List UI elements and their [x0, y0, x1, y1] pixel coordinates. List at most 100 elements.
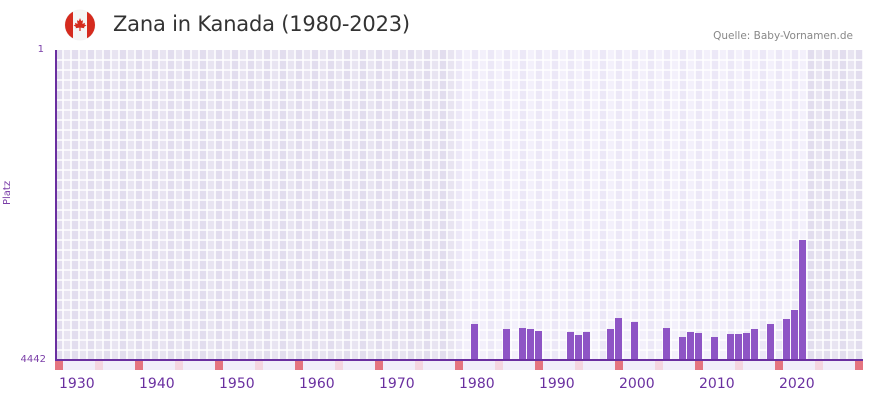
rank-bar[interactable] — [711, 337, 718, 360]
rank-bar[interactable] — [607, 329, 614, 360]
rank-bar[interactable] — [727, 334, 734, 360]
grid-line-vertical — [110, 50, 112, 360]
year-marker — [559, 361, 567, 370]
decade-marker — [455, 361, 463, 370]
year-column — [407, 50, 415, 360]
year-marker — [639, 361, 647, 370]
year-column — [127, 50, 135, 360]
year-marker — [783, 361, 791, 370]
rank-bar[interactable] — [735, 334, 742, 360]
grid-line-vertical — [550, 50, 552, 360]
grid-line-vertical — [78, 50, 80, 360]
decade-marker — [855, 361, 863, 370]
year-column — [239, 50, 247, 360]
rank-bar[interactable] — [471, 324, 478, 360]
year-marker — [575, 361, 583, 370]
year-marker — [567, 361, 575, 370]
grid-line-vertical — [566, 50, 568, 360]
rank-bar[interactable] — [743, 333, 750, 360]
year-marker — [767, 361, 775, 370]
year-column — [599, 50, 607, 360]
year-column — [735, 50, 743, 360]
rank-bar[interactable] — [583, 332, 590, 360]
year-marker — [71, 361, 79, 370]
year-marker — [647, 361, 655, 370]
rank-bar[interactable] — [679, 337, 686, 360]
grid-line-vertical — [838, 50, 840, 360]
rank-bar[interactable] — [527, 329, 534, 360]
year-column — [55, 50, 63, 360]
year-marker — [631, 361, 639, 370]
year-column — [671, 50, 679, 360]
rank-bar[interactable] — [799, 240, 806, 360]
year-marker — [335, 361, 343, 370]
rank-bar[interactable] — [503, 329, 510, 360]
grid-line-horizontal — [55, 269, 863, 271]
rank-bar[interactable] — [663, 328, 670, 360]
grid-line-vertical — [414, 50, 416, 360]
rank-bar[interactable] — [575, 335, 582, 360]
year-column — [215, 50, 223, 360]
year-marker — [231, 361, 239, 370]
year-marker — [623, 361, 631, 370]
rank-bar[interactable] — [783, 318, 790, 360]
rank-bar[interactable] — [767, 324, 774, 360]
year-column — [711, 50, 719, 360]
year-column — [159, 50, 167, 360]
year-marker — [735, 361, 743, 370]
year-column — [527, 50, 535, 360]
grid-line-vertical — [294, 50, 296, 360]
flag-red-band-left — [65, 10, 73, 40]
grid-line-vertical — [462, 50, 464, 360]
grid-line-vertical — [422, 50, 424, 360]
grid-line-vertical — [726, 50, 728, 360]
rank-bar[interactable] — [567, 332, 574, 360]
rank-bar[interactable] — [631, 322, 638, 360]
year-column — [95, 50, 103, 360]
grid-line-vertical — [206, 50, 208, 360]
grid-line-vertical — [286, 50, 288, 360]
grid-line-vertical — [230, 50, 232, 360]
rank-bar[interactable] — [791, 310, 798, 360]
year-column — [71, 50, 79, 360]
grid-line-vertical — [654, 50, 656, 360]
grid-line-horizontal — [55, 239, 863, 241]
year-column — [327, 50, 335, 360]
grid-line-vertical — [822, 50, 824, 360]
decade-marker — [215, 361, 223, 370]
year-marker — [727, 361, 735, 370]
year-marker — [423, 361, 431, 370]
grid-line-vertical — [470, 50, 472, 360]
year-marker — [63, 361, 71, 370]
year-marker — [383, 361, 391, 370]
year-column — [399, 50, 407, 360]
grid-line-vertical — [862, 50, 864, 360]
year-column — [535, 50, 543, 360]
grid-line-horizontal — [55, 199, 863, 201]
year-column — [191, 50, 199, 360]
year-marker — [79, 361, 87, 370]
rank-bar[interactable] — [535, 331, 542, 360]
year-marker — [847, 361, 855, 370]
grid-line-horizontal — [55, 209, 863, 211]
grid-line-vertical — [262, 50, 264, 360]
year-column — [479, 50, 487, 360]
year-column — [543, 50, 551, 360]
rank-bar[interactable] — [615, 318, 622, 360]
year-column — [503, 50, 511, 360]
rank-bar[interactable] — [751, 329, 758, 360]
rank-bar[interactable] — [687, 332, 694, 360]
year-column — [719, 50, 727, 360]
rank-bar[interactable] — [695, 333, 702, 360]
rank-bar[interactable] — [519, 328, 526, 360]
year-marker — [463, 361, 471, 370]
year-column — [575, 50, 583, 360]
year-column — [783, 50, 791, 360]
year-marker — [823, 361, 831, 370]
grid-line-vertical — [510, 50, 512, 360]
grid-line-horizontal — [55, 249, 863, 251]
year-marker — [167, 361, 175, 370]
year-marker — [391, 361, 399, 370]
grid-line-vertical — [758, 50, 760, 360]
year-column — [255, 50, 263, 360]
